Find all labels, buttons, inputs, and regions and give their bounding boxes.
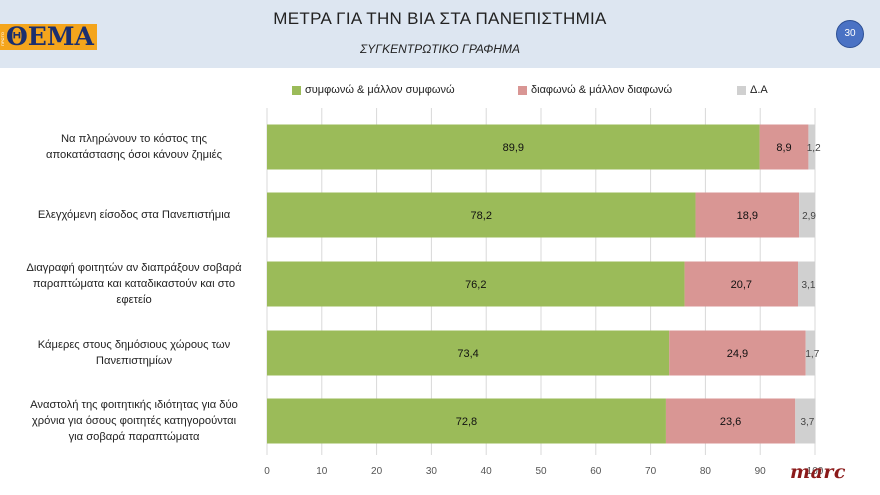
chart-legend: συμφωνώ & μάλλον συμφωνώ διαφωνώ & μάλλο… <box>0 84 880 100</box>
category-label-line: παραπτώματα και καταδικαστούν και στο <box>32 278 236 290</box>
category-label-line: Αναστολή της φοιτητικής ιδιότητας για δύ… <box>30 399 238 411</box>
legend-item-disagree: διαφωνώ & μάλλον διαφωνώ <box>518 84 672 96</box>
marc-logo: marc <box>790 461 846 483</box>
data-label: 72,8 <box>456 416 477 428</box>
category-label-line: αποκατάστασης όσοι κάνουν ζημιές <box>46 149 222 161</box>
bar-segment <box>665 398 796 444</box>
category-label-line: Ελεγχόμενη είσοδος στα Πανεπιστήμια <box>37 209 231 221</box>
bar-segment <box>267 261 685 307</box>
legend-swatch-dk <box>737 85 746 95</box>
data-label: 78,2 <box>471 210 492 222</box>
bar-segment <box>267 398 666 444</box>
header-bar: ΠΡΩΤΟ ΘΕΜΑ ΜΕΤΡΑ ΓΙΑ ΤΗΝ ΒΙΑ ΣΤΑ ΠΑΝΕΠΙΣ… <box>0 0 880 68</box>
data-label: 18,9 <box>737 210 758 222</box>
data-label: 1,2 <box>807 143 821 154</box>
data-label: 3,1 <box>802 280 816 291</box>
bar-segment <box>695 192 800 238</box>
page-title: ΜΕΤΡΑ ΓΙΑ ΤΗΝ ΒΙΑ ΣΤΑ ΠΑΝΕΠΙΣΤΗΜΙΑ <box>273 9 607 28</box>
category-label-line: Πανεπιστημίων <box>95 355 173 367</box>
page-subtitle: ΣΥΓΚΕΝΤΡΩΤΙΚΟ ΓΡΑΦΗΜΑ <box>360 42 520 56</box>
logo-text: ΘΕΜΑ <box>6 22 94 51</box>
category-label-line: εφετείο <box>116 294 152 306</box>
x-tick-label: 40 <box>481 466 493 477</box>
bar-segment <box>798 261 815 307</box>
category-label: Αναστολή της φοιτητικής ιδιότητας για δύ… <box>10 397 258 445</box>
legend-label-agree: συμφωνώ & μάλλον συμφωνώ <box>305 84 455 96</box>
x-tick-label: 30 <box>426 466 438 477</box>
category-label-line: για σοβαρά παραπτώματα <box>68 431 200 443</box>
data-label: 8,9 <box>776 142 791 154</box>
data-label: 76,2 <box>465 279 486 291</box>
data-label: 3,7 <box>800 417 814 428</box>
data-label: 73,4 <box>457 348 478 360</box>
newspaper-logo: ΠΡΩΤΟ ΘΕΜΑ <box>0 22 97 51</box>
bar-segment <box>669 330 806 376</box>
category-label: Διαγραφή φοιτητών αν διαπράξουν σοβαρά πα… <box>10 260 258 308</box>
category-label: Κάμερες στους δημόσιους χώρους των Πανεπι… <box>10 337 258 369</box>
page-number-badge: 30 <box>836 20 864 48</box>
data-label: 2,9 <box>802 211 816 222</box>
x-tick-label: 100 <box>807 466 824 477</box>
bar-segment <box>805 330 815 376</box>
x-tick-label: 90 <box>755 466 767 477</box>
category-label-line: χρόνια για όσους φοιτητές κατηγορούνται <box>31 415 237 427</box>
category-label-line: Κάμερες στους δημόσιους χώρους των <box>37 339 231 351</box>
data-label: 1,7 <box>805 349 819 360</box>
x-tick-label: 10 <box>316 466 328 477</box>
data-label: 24,9 <box>727 348 748 360</box>
category-label-line: Να πληρώνουν το κόστος της <box>60 133 208 145</box>
category-label-line: Διαγραφή φοιτητών αν διαπράξουν σοβαρά <box>26 262 242 274</box>
data-label: 23,6 <box>720 416 741 428</box>
x-tick-label: 0 <box>264 466 270 477</box>
bar-segment <box>795 398 816 444</box>
bar-segment <box>684 261 799 307</box>
bar-segment <box>759 124 809 170</box>
bar-segment <box>267 124 760 170</box>
data-label: 89,9 <box>503 142 524 154</box>
bar-segment <box>267 192 696 238</box>
x-tick-label: 60 <box>590 466 602 477</box>
data-label: 20,7 <box>731 279 752 291</box>
x-tick-label: 80 <box>700 466 712 477</box>
legend-item-agree: συμφωνώ & μάλλον συμφωνώ <box>292 84 455 96</box>
legend-swatch-agree <box>292 85 301 95</box>
legend-item-dk: Δ.Α <box>737 84 768 96</box>
legend-label-disagree: διαφωνώ & μάλλον διαφωνώ <box>531 84 673 96</box>
legend-label-dk: Δ.Α <box>750 84 768 96</box>
bar-segment <box>267 330 670 376</box>
category-label: Να πληρώνουν το κόστος της αποκατάστασης … <box>10 131 258 163</box>
x-tick-label: 20 <box>371 466 383 477</box>
bar-segment <box>808 124 815 170</box>
bar-segment <box>799 192 815 238</box>
x-tick-label: 50 <box>535 466 547 477</box>
x-tick-label: 70 <box>645 466 657 477</box>
category-label: Ελεγχόμενη είσοδος στα Πανεπιστήμια <box>10 207 258 223</box>
legend-swatch-disagree <box>518 85 527 95</box>
